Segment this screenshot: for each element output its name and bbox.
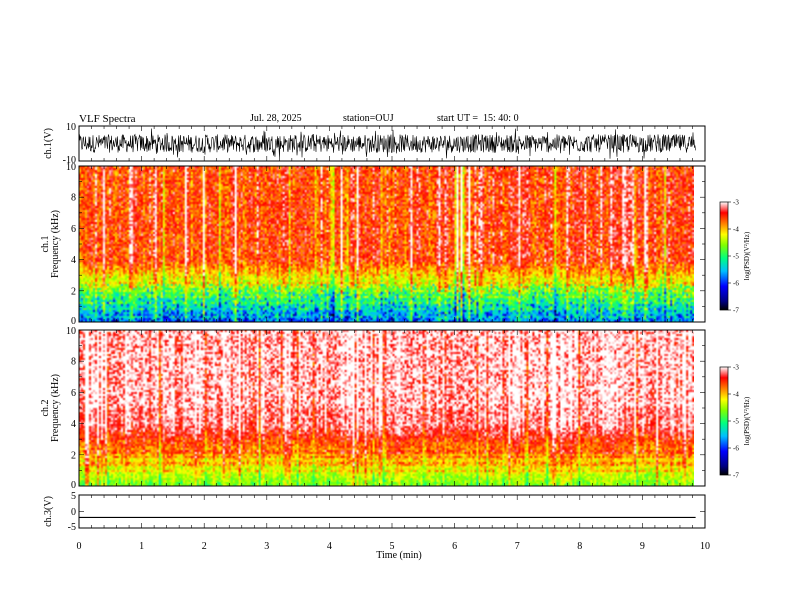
y-axis-label: Frequency (kHz) — [50, 210, 61, 278]
y-tick-label: 2 — [71, 286, 76, 297]
colorbar-tick-label: -6 — [733, 445, 739, 453]
y-tick-label: 4 — [71, 255, 76, 266]
start-time-label: start UT = 15: 40: 0 — [437, 113, 519, 124]
y-tick-label: 8 — [71, 357, 76, 368]
date-label: Jul. 28, 2025 — [250, 113, 302, 124]
ch1-waveform-trace — [78, 128, 696, 159]
y-tick-label: -5 — [68, 522, 76, 533]
x-tick-label: 7 — [515, 541, 520, 552]
y-tick-label: -10 — [63, 155, 76, 166]
y-tick-label: 0 — [71, 507, 76, 518]
ch2-spectrogram-heatmap — [79, 330, 694, 486]
x-tick-label: 5 — [390, 541, 395, 552]
x-tick-label: 1 — [139, 541, 144, 552]
y-tick-label: 8 — [71, 193, 76, 204]
colorbar-tick-label: -5 — [733, 418, 739, 426]
y-tick-label: 4 — [71, 419, 76, 430]
ch2-colorbar — [719, 366, 729, 476]
colorbar-tick-label: -6 — [733, 280, 739, 288]
y-axis-label: ch.1(V) — [43, 128, 54, 159]
ch1-spectrogram-heatmap — [79, 166, 694, 322]
y-tick-label: 0 — [71, 480, 76, 491]
chart-title: VLF Spectra — [79, 113, 136, 125]
x-axis-label: Time (min) — [376, 550, 421, 561]
x-tick-label: 2 — [202, 541, 207, 552]
y-axis-label: ch.3(V) — [43, 496, 54, 527]
colorbar-tick-label: -5 — [733, 253, 739, 261]
y-tick-label: 10 — [66, 326, 76, 337]
x-tick-label: 9 — [640, 541, 645, 552]
colorbar-label: log(PSD)(V²/Hz) — [743, 231, 751, 280]
colorbar-tick-label: -4 — [733, 226, 739, 234]
x-tick-label: 4 — [327, 541, 332, 552]
y-tick-label: 10 — [66, 162, 76, 173]
colorbar-tick-label: -7 — [733, 472, 739, 480]
colorbar-tick-label: -7 — [733, 307, 739, 315]
y-tick-label: 10 — [66, 122, 76, 133]
colorbar-tick-label: -4 — [733, 391, 739, 399]
colorbar-tick-label: -3 — [733, 364, 739, 372]
y-tick-label: 6 — [71, 388, 76, 399]
x-tick-label: 3 — [264, 541, 269, 552]
y-tick-label: 2 — [71, 450, 76, 461]
colorbar-label: log(PSD)(V²/Hz) — [743, 396, 751, 445]
colorbar-tick-label: -3 — [733, 199, 739, 207]
ch1-colorbar — [719, 201, 729, 311]
y-tick-label: 5 — [71, 491, 76, 502]
station-label: station=OUJ — [343, 113, 394, 124]
channel-label: ch.1 — [40, 236, 51, 253]
x-tick-label: 8 — [577, 541, 582, 552]
x-tick-label: 10 — [700, 541, 710, 552]
y-tick-label: 6 — [71, 224, 76, 235]
x-tick-label: 0 — [77, 541, 82, 552]
y-axis-label: Frequency (kHz) — [50, 374, 61, 442]
x-tick-label: 6 — [452, 541, 457, 552]
channel-label: ch.2 — [40, 400, 51, 417]
y-tick-label: 0 — [71, 316, 76, 327]
